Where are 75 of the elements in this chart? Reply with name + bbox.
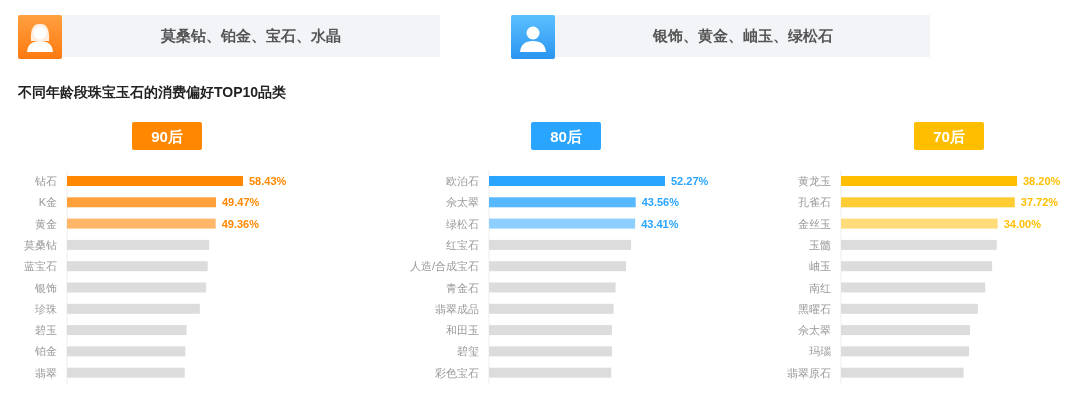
text: 银饰、黄金、岫玉、绿松石 bbox=[651, 27, 833, 44]
y-tick-label: 红宝石 bbox=[446, 238, 479, 251]
bar bbox=[489, 303, 614, 314]
data-label: 49.47% bbox=[222, 196, 260, 209]
bar bbox=[67, 197, 217, 208]
y-tick-label: 蓝宝石 bbox=[24, 260, 57, 273]
y-tick-label: 翡翠成品 bbox=[435, 302, 479, 315]
y-tick-label: 钻石 bbox=[34, 175, 57, 187]
bar bbox=[841, 282, 986, 293]
data-label: 52.27% bbox=[671, 175, 709, 187]
y-tick-label: 彩色宝石 bbox=[435, 366, 479, 379]
data-label: 43.56% bbox=[641, 196, 680, 209]
bar bbox=[841, 197, 1015, 208]
y-tick-label: 银饰 bbox=[34, 281, 57, 294]
chart-title: 80后 bbox=[550, 128, 582, 145]
bar bbox=[489, 282, 616, 293]
bar bbox=[841, 367, 964, 378]
y-tick-label: 翡翠原石 bbox=[787, 366, 831, 379]
bar bbox=[489, 261, 627, 272]
chart-title: 90后 bbox=[151, 128, 183, 145]
bar bbox=[841, 346, 970, 357]
bar bbox=[841, 176, 1017, 186]
y-tick-label: 铂金 bbox=[34, 345, 57, 358]
y-tick-label: 南红 bbox=[809, 281, 831, 294]
bar bbox=[489, 367, 612, 378]
data-label: 37.72% bbox=[1020, 196, 1059, 209]
bar bbox=[489, 176, 665, 186]
y-tick-label: 岫玉 bbox=[809, 260, 831, 273]
y-tick-label: 黄龙玉 bbox=[798, 175, 831, 187]
bar bbox=[67, 325, 187, 336]
y-tick-label: 和田玉 bbox=[446, 324, 479, 337]
y-tick-label: 佘太翠 bbox=[446, 196, 479, 209]
bar bbox=[841, 325, 971, 336]
bar bbox=[67, 261, 208, 272]
bar bbox=[67, 176, 243, 186]
y-tick-label: 翡翠 bbox=[35, 366, 57, 379]
text: 莫桑钻、铂金、宝石、水晶 bbox=[160, 27, 341, 44]
data-label: 43.41% bbox=[641, 217, 679, 230]
bar bbox=[489, 197, 636, 208]
bar bbox=[841, 303, 978, 314]
bar bbox=[67, 282, 207, 293]
y-tick-label: 孔雀石 bbox=[798, 196, 831, 209]
data-label: 34.00% bbox=[1003, 217, 1042, 230]
text: 不同年龄段珠宝玉石的消费偏好TOP10品类 bbox=[17, 84, 287, 100]
y-tick-label: 欧泊石 bbox=[446, 175, 479, 187]
bar bbox=[489, 346, 612, 357]
bar bbox=[67, 367, 185, 378]
data-label: 58.43% bbox=[249, 175, 287, 187]
y-tick-label: 金丝玉 bbox=[798, 217, 831, 230]
bar bbox=[841, 261, 993, 272]
y-tick-label: 碧玉 bbox=[35, 324, 57, 337]
bar bbox=[67, 239, 210, 250]
y-tick-label: 玉髓 bbox=[809, 238, 831, 251]
y-tick-label: 佘太翠 bbox=[798, 324, 831, 337]
data-label: 49.36% bbox=[221, 217, 260, 230]
y-tick-label: 青金石 bbox=[446, 281, 479, 294]
y-tick-label: 黑曜石 bbox=[798, 302, 831, 315]
bar bbox=[67, 303, 200, 314]
bar bbox=[841, 239, 997, 250]
y-tick-label: 莫桑钻 bbox=[24, 238, 57, 251]
bar bbox=[489, 218, 636, 229]
y-tick-label: 碧玺 bbox=[457, 345, 479, 358]
y-tick-label: 绿松石 bbox=[446, 217, 479, 230]
chart-title: 70后 bbox=[933, 128, 965, 145]
y-tick-label: 黄金 bbox=[35, 217, 57, 230]
y-tick-label: 玛瑙 bbox=[809, 345, 831, 358]
y-tick-label: 珍珠 bbox=[35, 302, 57, 315]
bar bbox=[489, 239, 632, 250]
bar bbox=[841, 218, 998, 229]
data-label: 38.20% bbox=[1023, 175, 1061, 187]
bar bbox=[67, 218, 216, 229]
y-tick-label: K金 bbox=[38, 196, 57, 209]
bar bbox=[67, 346, 186, 357]
bar bbox=[489, 325, 612, 336]
y-tick-label: 人造/合成宝石 bbox=[409, 260, 479, 273]
